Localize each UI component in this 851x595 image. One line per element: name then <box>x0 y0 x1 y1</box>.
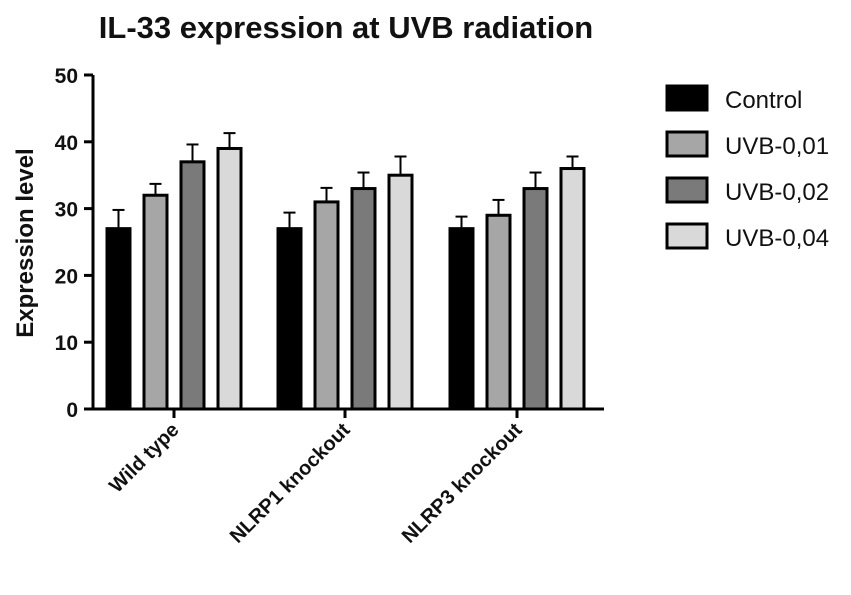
bar <box>216 146 243 411</box>
legend-swatch <box>665 130 709 158</box>
chart-title: IL-33 expression at UVB radiation <box>99 10 593 45</box>
legend-label: UVB-0,04 <box>725 225 829 252</box>
bar <box>559 167 586 411</box>
bar <box>485 213 512 411</box>
y-tick-label: 50 <box>55 65 78 88</box>
category-label: Wild type <box>105 419 183 497</box>
legend-swatch <box>665 84 709 112</box>
legend-label: Control <box>725 87 802 114</box>
y-tick-label: 30 <box>55 199 78 222</box>
bar <box>142 193 169 411</box>
y-tick-label: 0 <box>66 399 78 422</box>
bar <box>350 187 377 411</box>
bars <box>105 132 586 411</box>
category-label: NLRP1 knockout <box>226 419 355 548</box>
bar <box>313 200 340 411</box>
legend: Control UVB-0,01 UVB-0,02 UVB-0,04 <box>665 84 829 252</box>
bar <box>179 160 206 411</box>
y-axis-label: Expression level <box>12 148 39 337</box>
bar <box>276 227 303 411</box>
bar <box>448 227 475 411</box>
bar <box>387 173 414 411</box>
category-label: NLRP3 knockout <box>398 419 527 548</box>
legend-swatch <box>665 176 709 204</box>
y-axis: 0 10 20 30 40 50 <box>55 65 95 422</box>
y-tick-label: 40 <box>55 132 78 155</box>
bar <box>522 187 549 411</box>
y-tick-label: 20 <box>55 265 78 288</box>
x-axis: Wild type NLRP1 knockout NLRP3 knockout <box>92 407 604 548</box>
legend-label: UVB-0,01 <box>725 133 829 160</box>
y-tick-label: 10 <box>55 332 78 355</box>
legend-swatch <box>665 222 709 250</box>
legend-label: UVB-0,02 <box>725 179 829 206</box>
bar <box>105 227 132 411</box>
